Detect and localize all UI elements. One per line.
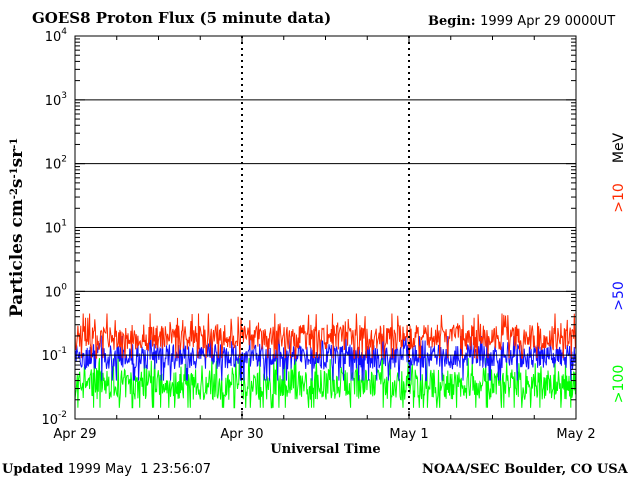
begin-date: Begin: 1999 Apr 29 0000UT (428, 14, 615, 29)
y-tick-label: 104 (45, 27, 68, 45)
y-tick-label: 101 (45, 219, 67, 237)
y-tick-label: 102 (45, 155, 67, 173)
y-tick-label: 10-1 (41, 346, 67, 364)
y-axis-ticks: 10-2 10-1 100 101 102 103 104 (41, 27, 576, 428)
series-gt10-line (74, 313, 577, 359)
credit-text: NOAA/SEC Boulder, CO USA (422, 462, 628, 477)
legend: MeV >10 >50 >100 (611, 132, 627, 403)
chart-title: GOES8 Proton Flux (5 minute data) (32, 9, 332, 27)
legend-gt100: >100 (611, 365, 627, 403)
updated-timestamp: Updated 1999 May 1 23:56:07 (2, 462, 211, 477)
begin-value: 1999 Apr 29 0000UT (480, 14, 616, 29)
begin-label: Begin: (428, 14, 476, 29)
x-tick-label: Apr 29 (53, 427, 96, 442)
series-gt100-line (74, 357, 577, 409)
series-gt50-line (74, 335, 577, 382)
y-tick-label: 103 (45, 91, 67, 109)
x-axis-ticks: Apr 29 Apr 30 May 1 May 2 (53, 36, 596, 442)
x-axis-label: Universal Time (270, 442, 380, 457)
x-tick-label: May 1 (389, 427, 428, 442)
plot-data (74, 313, 577, 409)
y-tick-label: 10-2 (41, 410, 67, 428)
y-tick-label: 100 (45, 282, 68, 300)
updated-value: 1999 May 1 23:56:07 (67, 462, 211, 477)
y-axis-label: Particles cm-2s-1sr-1 (7, 138, 27, 318)
x-tick-label: Apr 30 (220, 427, 263, 442)
legend-gt10: >10 (611, 183, 627, 213)
legend-gt50: >50 (611, 281, 627, 311)
x-tick-label: May 2 (556, 427, 595, 442)
updated-label: Updated (2, 462, 64, 477)
grid (75, 36, 576, 419)
legend-unit: MeV (611, 132, 627, 163)
